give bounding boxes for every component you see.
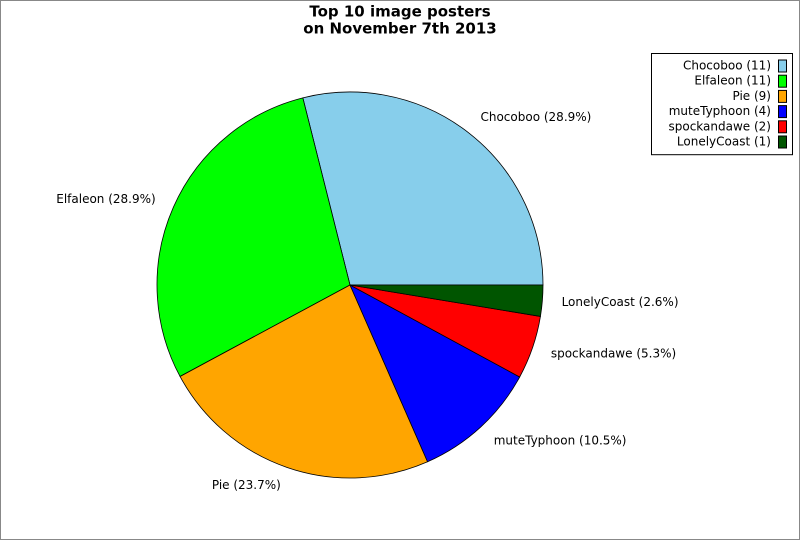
legend-swatch — [778, 59, 787, 73]
slice-label: Chocoboo (28.9%) — [480, 110, 591, 124]
pie-slice — [349, 284, 544, 317]
legend-label: LonelyCoast (1) — [677, 135, 771, 149]
legend-swatch — [778, 74, 787, 88]
legend-swatch — [778, 135, 787, 149]
pie-slice — [349, 284, 521, 463]
chart-title: Top 10 image posters — [309, 3, 490, 21]
legend-label: Elfaleon (11) — [694, 74, 771, 88]
slice-label: Elfaleon (28.9%) — [56, 192, 155, 206]
legend-swatch — [778, 105, 787, 119]
slice-label: LonelyCoast (2.6%) — [562, 295, 679, 309]
pie-slice — [156, 97, 351, 378]
legend-label: spockandawe (2) — [669, 119, 772, 133]
legend-box — [651, 53, 793, 156]
legend-label: Chocoboo (11) — [683, 59, 771, 73]
slice-label: muteTyphoon (10.5%) — [494, 434, 627, 448]
legend-swatch — [778, 89, 787, 103]
slice-label: spockandawe (5.3%) — [551, 346, 676, 360]
pie-slice — [302, 91, 544, 286]
legend-label: Pie (9) — [732, 89, 771, 103]
slice-label: Pie (23.7%) — [212, 478, 281, 492]
pie-slice — [179, 284, 429, 479]
legend-swatch — [778, 120, 787, 134]
legend-label: muteTyphoon (4) — [669, 104, 771, 118]
chart-title: on November 7th 2013 — [303, 20, 496, 38]
